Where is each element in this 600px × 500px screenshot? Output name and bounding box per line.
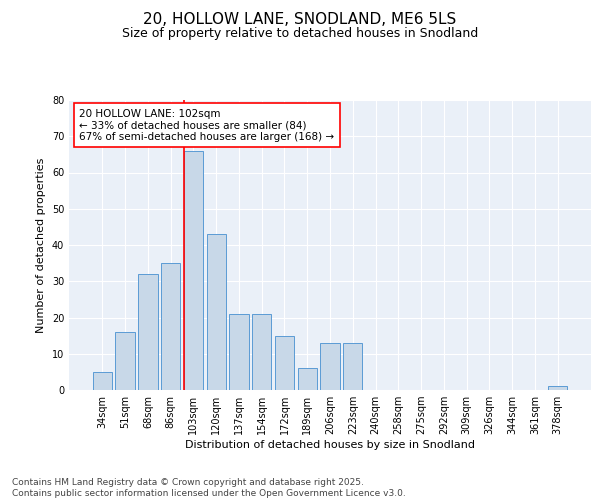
Bar (298, 368, 317, 390)
Bar (138, 274, 158, 390)
Bar (115, 332, 135, 390)
Text: Contains HM Land Registry data © Crown copyright and database right 2025.
Contai: Contains HM Land Registry data © Crown c… (12, 478, 406, 498)
Bar (161, 263, 181, 390)
Bar (343, 343, 362, 390)
Bar (252, 314, 271, 390)
Text: 20, HOLLOW LANE, SNODLAND, ME6 5LS: 20, HOLLOW LANE, SNODLAND, ME6 5LS (143, 12, 457, 28)
Bar (206, 234, 226, 390)
Text: Size of property relative to detached houses in Snodland: Size of property relative to detached ho… (122, 28, 478, 40)
Bar (93, 372, 112, 390)
Bar (275, 336, 294, 390)
Bar (184, 151, 203, 390)
Text: 20 HOLLOW LANE: 102sqm
← 33% of detached houses are smaller (84)
67% of semi-det: 20 HOLLOW LANE: 102sqm ← 33% of detached… (79, 108, 335, 142)
X-axis label: Distribution of detached houses by size in Snodland: Distribution of detached houses by size … (185, 440, 475, 450)
Bar (229, 314, 248, 390)
Bar (548, 386, 567, 390)
Y-axis label: Number of detached properties: Number of detached properties (36, 158, 46, 332)
Bar (320, 343, 340, 390)
